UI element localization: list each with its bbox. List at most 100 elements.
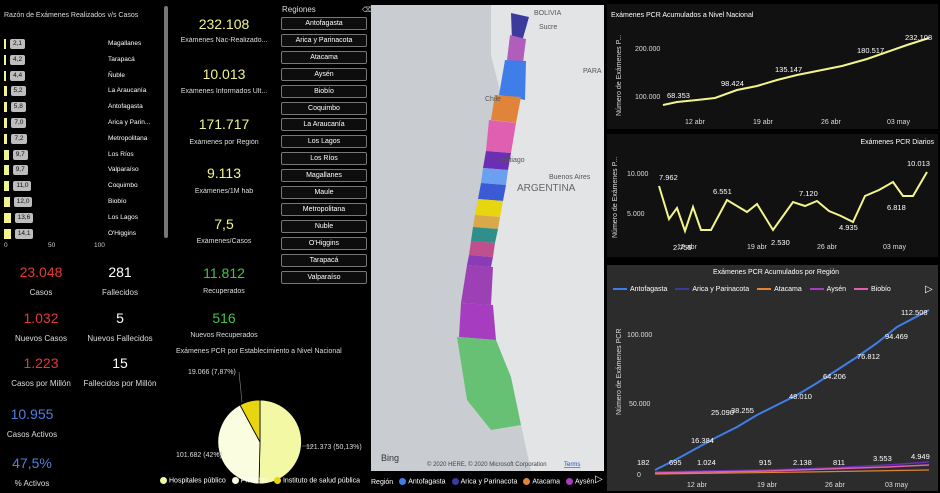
ratio-bar bbox=[4, 197, 10, 207]
data-label: 94.469 bbox=[885, 332, 908, 341]
slicer-item[interactable]: Antofagasta bbox=[281, 17, 367, 30]
data-label: 48.010 bbox=[789, 392, 812, 401]
region-tarapaca[interactable] bbox=[507, 35, 526, 63]
map-legend-label: Antofagasta bbox=[408, 478, 446, 486]
slicer-clear-icon[interactable]: ⌫ bbox=[362, 7, 372, 14]
ratio-row[interactable]: 2,1 Magallanes bbox=[4, 38, 164, 50]
map-legend-title: Región bbox=[371, 478, 394, 486]
map-label-paraguay: PARA bbox=[583, 68, 602, 75]
ratio-region-label: La Araucanía bbox=[108, 87, 147, 95]
ratio-row[interactable]: 13,6 Los Lagos bbox=[4, 212, 164, 224]
ratio-bar bbox=[4, 86, 7, 97]
ratio-value-label: 14,1 bbox=[14, 228, 34, 239]
pie-title: Exámenes PCR por Establecimiento a Nivel… bbox=[176, 348, 342, 355]
chart-ylabel: Número de Exámenes P... bbox=[612, 157, 619, 238]
ratio-bar bbox=[4, 212, 11, 223]
slicer-item[interactable]: Biobío bbox=[281, 84, 367, 98]
y-tick: 10.000 bbox=[627, 171, 649, 178]
x-tick: 19 abr bbox=[747, 244, 768, 251]
pie-label-public: 121.373 (50,13%) bbox=[306, 444, 362, 451]
ratio-row[interactable]: 4,4 Ñuble bbox=[4, 70, 164, 82]
region-loslagos[interactable] bbox=[461, 265, 493, 305]
region-maule[interactable] bbox=[475, 199, 503, 217]
pie-legend-item: Hospitales público bbox=[169, 477, 226, 485]
ratio-row[interactable]: 9,7 Valparaíso bbox=[4, 164, 164, 176]
ratio-value-label: 7,2 bbox=[11, 133, 27, 144]
pie-label-institute: 19.066 (7,87%) bbox=[188, 369, 236, 376]
map-legend-item: Aysén bbox=[566, 478, 594, 486]
ratio-row[interactable]: 7,2 Metropolitana bbox=[4, 133, 164, 145]
kpi-label: Fallecidos bbox=[101, 288, 138, 297]
map-legend-item: Antofagasta bbox=[399, 478, 446, 486]
ratio-row[interactable]: 12,0 Biobío bbox=[4, 196, 164, 208]
region-biobio[interactable] bbox=[471, 227, 498, 243]
region-ohiggins[interactable] bbox=[478, 183, 506, 201]
ratio-row[interactable]: 7,0 Arica y Parin... bbox=[4, 117, 164, 129]
data-label: 112.508 bbox=[901, 308, 928, 317]
region-valparaiso[interactable] bbox=[483, 151, 511, 170]
slicer-item[interactable]: Coquimbo bbox=[281, 101, 367, 115]
ratio-value-label: 5,8 bbox=[10, 102, 26, 113]
region-antofagasta[interactable] bbox=[499, 60, 526, 100]
ratio-region-label: Los Ríos bbox=[108, 150, 134, 158]
slicer-item[interactable]: Los Ríos bbox=[281, 152, 367, 166]
chart2-svg: Número de Exámenes P... 5.000 10.000 7.9… bbox=[612, 157, 930, 252]
region-map[interactable]: BOLIVIA Sucre PARA Chile Santiago Buenos… bbox=[371, 5, 604, 471]
slicer-item[interactable]: Nuble bbox=[281, 219, 367, 233]
x-tick: 19 abr bbox=[757, 482, 778, 489]
slicer-item[interactable]: Atacama bbox=[281, 50, 367, 64]
ratio-row[interactable]: 5,2 La Araucanía bbox=[4, 85, 164, 97]
map-terms-link[interactable]: Terms bbox=[564, 462, 580, 468]
slicer-item[interactable]: Tarapacá bbox=[281, 253, 367, 267]
region-losrios[interactable] bbox=[467, 255, 493, 267]
region-araucania[interactable] bbox=[469, 241, 495, 257]
legend-next-icon[interactable]: ▷ bbox=[925, 284, 933, 295]
slicer-item[interactable]: Magallanes bbox=[281, 169, 367, 183]
chart3-legend-item: Aysén bbox=[809, 286, 846, 293]
ratio-row[interactable]: 11,0 Coquimbo bbox=[4, 180, 164, 192]
region-coquimbo[interactable] bbox=[486, 120, 516, 153]
kpi-label: % Activos bbox=[14, 479, 50, 488]
y-tick: 5.000 bbox=[627, 211, 645, 218]
low-label: 182 bbox=[637, 458, 650, 467]
kpi-label: Exámenes/1M hab bbox=[194, 188, 254, 195]
slicer-item[interactable]: O'Higgins bbox=[281, 236, 367, 250]
region-metropolitana[interactable] bbox=[481, 168, 508, 185]
data-label: 6.551 bbox=[713, 187, 732, 196]
y-tick: 100.000 bbox=[635, 94, 660, 101]
ratio-row[interactable]: 9,7 Los Ríos bbox=[4, 149, 164, 161]
slicer-item[interactable]: Valparaíso bbox=[281, 270, 367, 284]
slicer-item[interactable]: Maule bbox=[281, 186, 367, 199]
legend-swatch bbox=[451, 478, 459, 486]
kpi-value: 9.113 bbox=[207, 165, 241, 181]
slicer-item[interactable]: Metropolitana bbox=[281, 202, 367, 216]
low-label: 3.553 bbox=[873, 454, 892, 463]
kpi-value: 232.108 bbox=[198, 16, 250, 32]
legend-next-icon[interactable]: ▷ bbox=[595, 474, 603, 485]
ratio-row[interactable]: 4,2 Tarapacá bbox=[4, 54, 164, 66]
region-nuble[interactable] bbox=[473, 215, 500, 229]
ratio-row[interactable]: 5,8 Antofagasta bbox=[4, 101, 164, 113]
slicer-title: Regiones bbox=[282, 5, 316, 14]
region-atacama[interactable] bbox=[491, 95, 521, 123]
ratio-row[interactable]: 14,1 O'Higgins bbox=[4, 228, 164, 240]
chart-title: Exámenes PCR Acumulados a Nivel Nacional bbox=[611, 12, 754, 19]
ratio-axis-tick: 100 bbox=[94, 242, 105, 249]
ratio-region-label: Los Lagos bbox=[108, 213, 138, 221]
legend-swatch bbox=[273, 477, 281, 484]
ratio-chart-scrollbar[interactable] bbox=[164, 6, 168, 238]
slicer-item[interactable]: Aysén bbox=[281, 67, 367, 81]
ratio-bar bbox=[4, 149, 9, 160]
slicer-item[interactable]: La Araucanía bbox=[281, 118, 367, 132]
slicer-item[interactable]: Arica y Parinacota bbox=[281, 33, 367, 47]
ratio-bar bbox=[4, 228, 11, 239]
region-aysen[interactable] bbox=[459, 303, 496, 340]
kpi-label: Fallecidos por Millón bbox=[83, 379, 157, 388]
region-magallanes[interactable] bbox=[457, 337, 521, 430]
chart-ylabel: Número de Exámenes P... bbox=[616, 35, 623, 116]
y-tick: 0 bbox=[637, 472, 641, 479]
kpi-label: Recuperados bbox=[203, 288, 245, 295]
series-line-pink bbox=[654, 464, 930, 474]
pie-legend-item: Privados bbox=[240, 477, 268, 485]
slicer-item[interactable]: Los Lagos bbox=[281, 135, 367, 149]
